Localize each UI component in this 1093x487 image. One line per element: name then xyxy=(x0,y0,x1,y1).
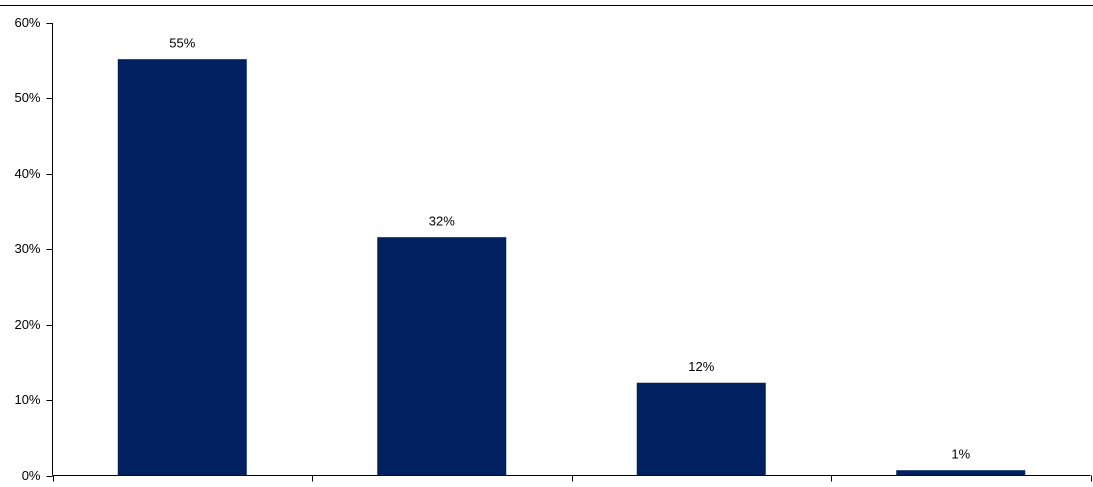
y-tick-label: 20% xyxy=(14,317,40,332)
value-label: 32% xyxy=(429,214,455,229)
y-tick-label: 50% xyxy=(14,90,40,105)
bar xyxy=(636,382,766,476)
y-tick-label: 10% xyxy=(14,392,40,407)
bar xyxy=(117,59,247,476)
value-label: 1% xyxy=(951,447,970,462)
value-label: 12% xyxy=(688,359,714,374)
bar xyxy=(896,470,1026,476)
bar xyxy=(377,237,507,476)
y-tick-label: 40% xyxy=(14,166,40,181)
y-tick-label: 0% xyxy=(22,468,41,482)
y-tick-label: 30% xyxy=(14,241,40,256)
y-tick-label: 60% xyxy=(14,15,40,30)
value-label: 55% xyxy=(169,36,195,51)
